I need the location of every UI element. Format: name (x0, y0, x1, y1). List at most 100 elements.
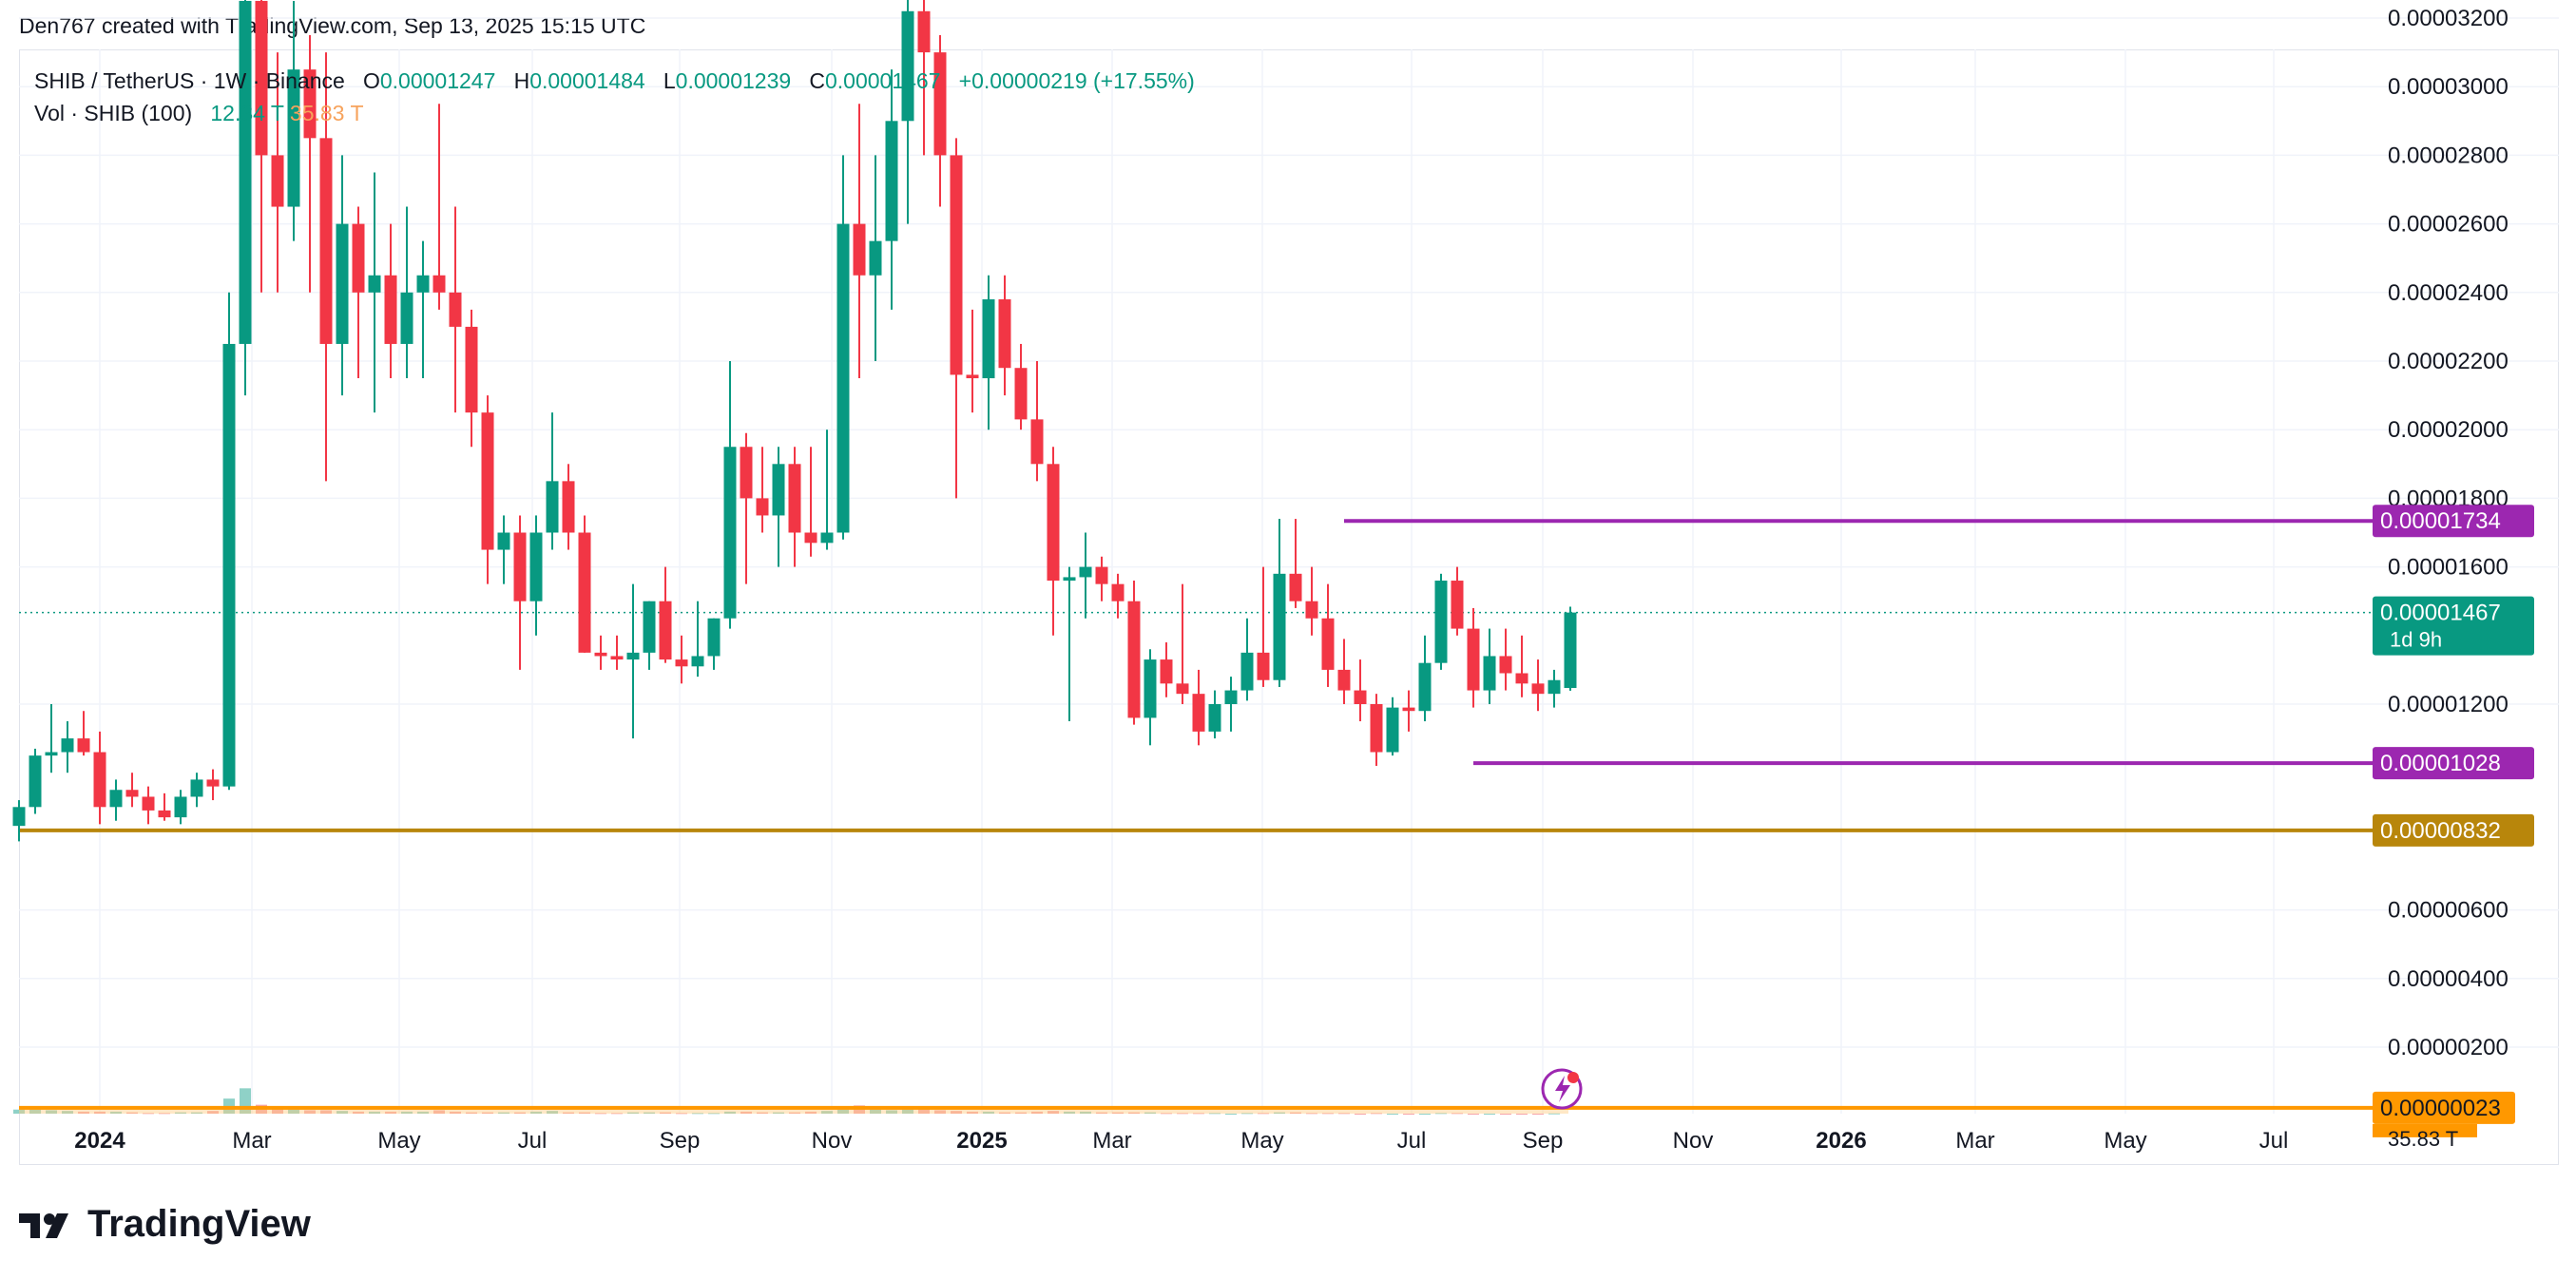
x-tick-label: Jul (1397, 1128, 1427, 1154)
candle-body (626, 652, 640, 660)
resistance-price-label-bg (2373, 505, 2534, 538)
candle (1047, 447, 1060, 636)
high-value: 0.00001484 (529, 68, 645, 93)
candle-body (772, 464, 785, 516)
candle (93, 731, 106, 825)
volume-ma-value-label: 35.83 T (2388, 1127, 2458, 1151)
candle-body (966, 374, 979, 379)
candle (836, 155, 850, 540)
candle-body (77, 738, 90, 753)
close-label: C (809, 68, 825, 93)
volume-bar (143, 1113, 154, 1115)
volume-bar (126, 1112, 138, 1114)
volume-bar (1064, 1111, 1075, 1114)
y-tick-label: 0.00003000 (2388, 74, 2509, 100)
volume-bar (676, 1113, 687, 1115)
candle-body (578, 532, 591, 653)
volume-bar (1144, 1112, 1156, 1114)
candle (707, 618, 721, 670)
y-tick-label: 0.00000200 (2388, 1035, 2509, 1060)
x-tick-label: 2024 (74, 1128, 125, 1154)
volume-bar (1015, 1112, 1027, 1114)
candle (723, 361, 737, 629)
volume-bar (870, 1109, 881, 1114)
candle (1402, 690, 1415, 732)
volume-bar (724, 1111, 736, 1114)
volume-label[interactable]: Vol · SHIB (100) (34, 101, 193, 125)
candle (1208, 690, 1221, 739)
volume-bar (902, 1109, 913, 1114)
volume-bar (110, 1111, 122, 1114)
x-tick-label: 2026 (1816, 1128, 1866, 1154)
volume-bar (417, 1111, 429, 1114)
volume-bar (1048, 1111, 1059, 1114)
volume-bar (1080, 1111, 1091, 1114)
tradingview-logo[interactable]: TradingView (19, 1203, 311, 1246)
candle (352, 206, 365, 379)
current-price-label-countdown: 1d 9h (2390, 628, 2442, 652)
candle (1386, 697, 1399, 756)
candle (222, 292, 236, 791)
candle-body (1240, 652, 1254, 691)
volume-bar (886, 1110, 897, 1114)
candle (449, 206, 462, 413)
candle (966, 309, 979, 413)
candle (1273, 519, 1286, 687)
volume-bar (1451, 1113, 1463, 1115)
candle-body (562, 481, 575, 533)
candle (174, 790, 187, 825)
volume-bar (369, 1111, 380, 1114)
volume-bar (482, 1112, 493, 1114)
candle-body (368, 275, 381, 293)
candle (1192, 669, 1205, 746)
volume-bar (385, 1111, 396, 1114)
volume-bar (1209, 1113, 1221, 1115)
candle (772, 447, 785, 567)
candle-body (1144, 659, 1157, 718)
candle-body (416, 275, 430, 293)
x-tick-label: Sep (660, 1128, 701, 1154)
symbol-name[interactable]: SHIB / TetherUS · 1W · Binance (34, 68, 345, 93)
candle-body (788, 464, 801, 533)
candle-body (1402, 707, 1415, 712)
volume-bar (272, 1107, 283, 1114)
volume-bar (46, 1110, 57, 1114)
candle-body (481, 412, 494, 550)
candle-body (271, 155, 284, 207)
x-tick-label: Mar (232, 1128, 271, 1154)
candle (869, 155, 882, 361)
volume-bar (951, 1111, 962, 1114)
candle (788, 447, 801, 567)
candle (1289, 519, 1302, 608)
volume-bar (934, 1110, 946, 1114)
y-tick-label: 0.00001200 (2388, 692, 2509, 717)
candle (368, 172, 381, 413)
candle (158, 792, 171, 821)
candle (1321, 583, 1335, 687)
x-tick-label: 2025 (956, 1128, 1007, 1154)
candle (384, 223, 397, 379)
candle (675, 635, 688, 684)
volume-bar (13, 1109, 25, 1114)
candle (1257, 566, 1270, 687)
candle (77, 711, 90, 756)
y-tick-label: 0.00000600 (2388, 898, 2509, 924)
candle (1548, 669, 1561, 708)
volume-bar (191, 1112, 202, 1114)
volume-bar (159, 1113, 170, 1115)
candle (740, 432, 753, 584)
volume-bar (304, 1110, 316, 1114)
change-value: +0.00000219 (+17.55%) (958, 68, 1195, 93)
candle-body (1451, 581, 1464, 629)
price-axis: 0.00003200 0.00003000 0.00002800 0.00002600… (2388, 6, 2509, 1060)
volume-bar (175, 1112, 186, 1114)
volume-bar (757, 1112, 768, 1114)
volume-value: 12.34 T (210, 101, 284, 125)
close-value: 0.00001467 (824, 68, 941, 93)
volume-bar (1112, 1112, 1124, 1114)
candle-body (643, 601, 656, 653)
volume-bar (1161, 1113, 1172, 1115)
candle (917, 0, 931, 156)
candle-body (384, 275, 397, 344)
